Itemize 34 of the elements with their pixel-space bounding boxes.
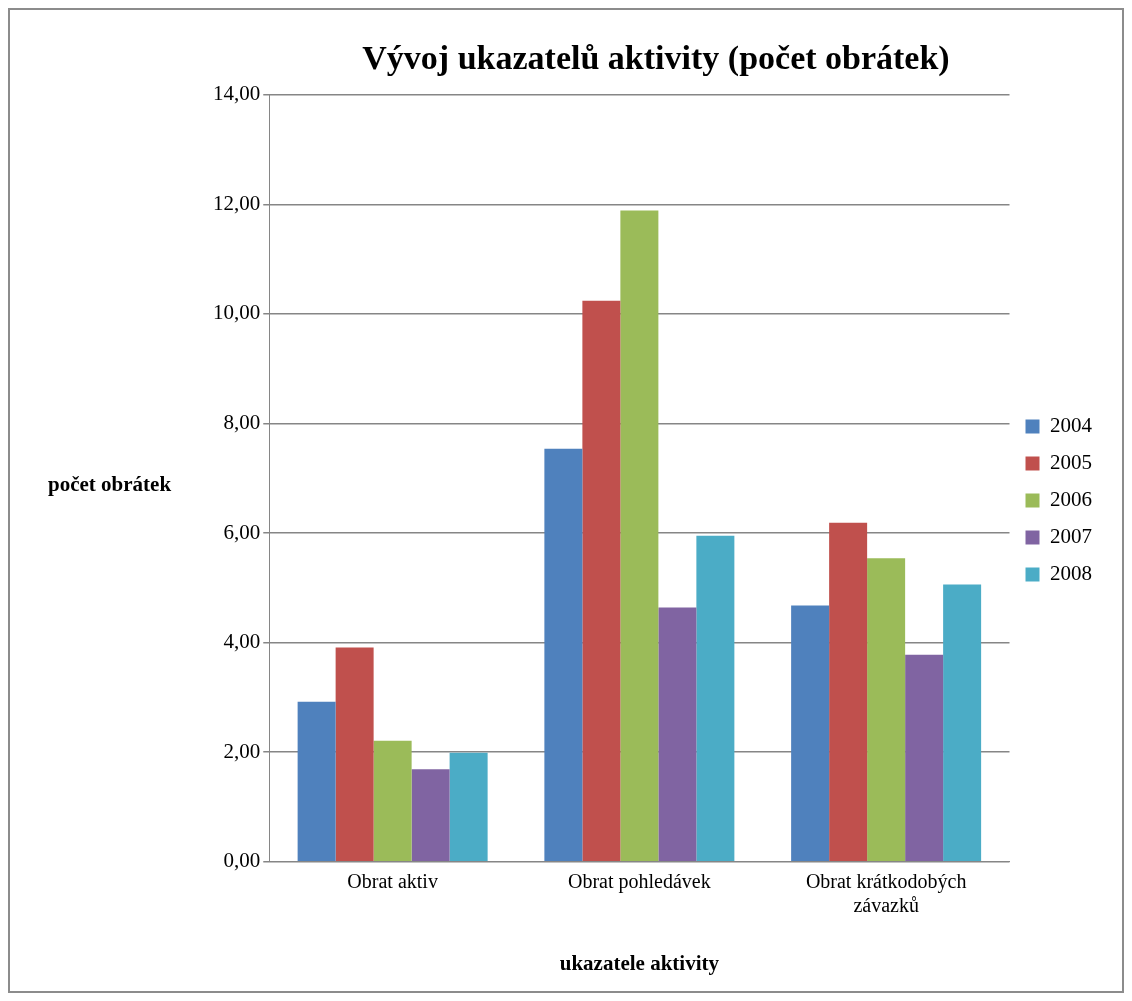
- bar: [867, 558, 906, 862]
- x-tick-label: Obrat krátkodobých závazků: [805, 870, 967, 917]
- legend-label: 2005: [1050, 450, 1092, 475]
- y-tick-label: 12,00: [213, 190, 261, 215]
- bar: [943, 584, 982, 862]
- bar: [335, 647, 374, 862]
- legend-label: 2006: [1050, 487, 1092, 512]
- y-tick-label: 6,00: [223, 519, 261, 544]
- x-tick-label: Obrat pohledávek: [568, 870, 711, 894]
- chart-title: Vývoj ukazatelů aktivity (počet obrátek): [362, 39, 950, 78]
- bar: [373, 740, 412, 862]
- y-tick-label: 0,00: [223, 848, 261, 873]
- bar: [449, 752, 488, 862]
- bar: [905, 654, 944, 862]
- legend-label: 2008: [1050, 561, 1092, 586]
- bar: [544, 448, 583, 862]
- x-tick-label: Obrat aktiv: [347, 870, 438, 893]
- y-tick-label: 10,00: [213, 300, 261, 325]
- y-axis-title: počet obrátek: [48, 472, 172, 497]
- bar: [696, 535, 735, 862]
- bar: [791, 605, 830, 862]
- y-tick-label: 2,00: [223, 738, 261, 763]
- bar: [620, 210, 659, 862]
- bar: [411, 769, 450, 862]
- legend-label: 2007: [1050, 524, 1092, 549]
- bar: [829, 522, 868, 862]
- y-tick-label: 4,00: [223, 629, 261, 654]
- bar: [658, 607, 697, 862]
- legend-label: 2004: [1050, 413, 1093, 438]
- bar: [297, 701, 336, 862]
- y-tick-label: 8,00: [223, 410, 261, 435]
- x-axis-title: ukazatele aktivity: [559, 950, 720, 975]
- bar: [582, 300, 621, 862]
- y-tick-label: 14,00: [213, 81, 261, 106]
